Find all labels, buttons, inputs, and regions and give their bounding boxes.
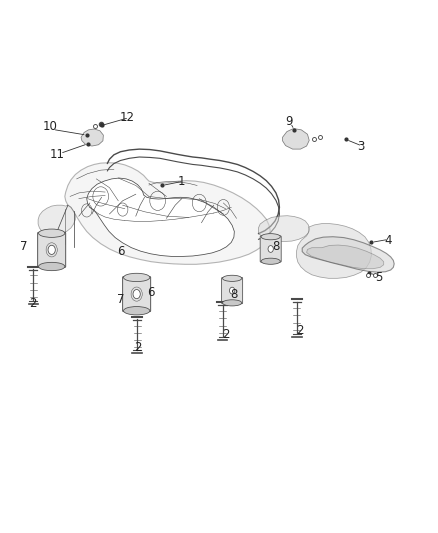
Text: 11: 11 (49, 148, 64, 161)
Text: 4: 4 (384, 233, 392, 247)
Ellipse shape (223, 300, 242, 306)
Text: 6: 6 (147, 286, 155, 300)
Text: 5: 5 (375, 271, 382, 284)
Ellipse shape (39, 262, 65, 271)
FancyBboxPatch shape (38, 232, 66, 268)
Ellipse shape (230, 287, 235, 294)
Text: 7: 7 (117, 293, 124, 306)
Ellipse shape (39, 229, 65, 237)
Text: 12: 12 (120, 111, 134, 124)
Polygon shape (81, 129, 103, 146)
Text: 7: 7 (20, 240, 28, 253)
Polygon shape (283, 128, 309, 149)
Ellipse shape (48, 245, 55, 254)
Text: 9: 9 (285, 116, 293, 128)
Ellipse shape (261, 258, 280, 264)
Text: 8: 8 (231, 288, 238, 302)
Polygon shape (297, 223, 371, 278)
Text: 2: 2 (222, 328, 230, 341)
Ellipse shape (124, 306, 150, 315)
Ellipse shape (124, 273, 150, 281)
Text: 2: 2 (296, 324, 304, 336)
Polygon shape (302, 237, 394, 272)
Text: 6: 6 (117, 245, 124, 257)
Polygon shape (87, 178, 234, 256)
Text: 10: 10 (43, 120, 58, 133)
Text: 2: 2 (134, 341, 142, 354)
FancyBboxPatch shape (222, 278, 243, 304)
FancyBboxPatch shape (123, 277, 151, 312)
Ellipse shape (268, 246, 273, 252)
FancyBboxPatch shape (260, 236, 281, 262)
Polygon shape (307, 245, 384, 269)
Polygon shape (258, 216, 310, 241)
Text: 3: 3 (358, 140, 365, 152)
Ellipse shape (223, 275, 242, 281)
Polygon shape (38, 205, 75, 235)
Text: 2: 2 (29, 297, 37, 310)
Ellipse shape (261, 233, 280, 240)
Ellipse shape (133, 289, 140, 298)
Text: 1: 1 (178, 175, 186, 188)
Text: 8: 8 (272, 240, 279, 253)
Polygon shape (65, 163, 270, 264)
